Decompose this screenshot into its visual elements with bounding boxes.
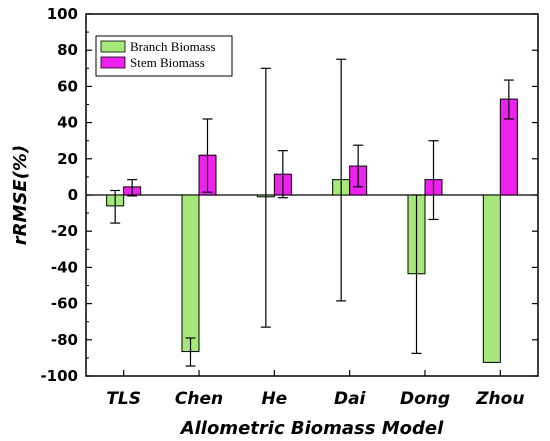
y-tick-label: -60	[51, 295, 78, 313]
y-tick-label: 20	[57, 150, 78, 168]
bar-branch-zhou	[482, 194, 501, 363]
y-tick-label: -20	[51, 222, 78, 240]
y-tick-label: 60	[57, 77, 78, 95]
y-tick-label: 40	[57, 114, 78, 132]
bar-branch-chen	[181, 194, 200, 353]
legend-swatch-branch	[100, 40, 126, 53]
x-tick-label-dai: Dai	[334, 389, 367, 409]
x-tick-label-zhou: Zhou	[475, 389, 524, 409]
y-tick-label: 80	[57, 41, 78, 59]
y-axis-title: rRMSE(%)	[10, 145, 31, 245]
legend-label-stem: Stem Biomass	[130, 55, 205, 70]
legend-swatch-stem	[100, 56, 126, 69]
y-tick-label: -100	[40, 367, 78, 385]
axes: 100 80 60 40 20 0 -20 -40 -60 -80 -100 TLS Chen He Dai…	[40, 5, 539, 409]
legend-label-branch: Branch Biomass	[130, 39, 216, 54]
x-tick-label-chen: Chen	[175, 389, 223, 409]
x-tick-label-tls: TLS	[106, 389, 141, 409]
x-tick-label-he: He	[261, 389, 287, 409]
x-axis-title: Allometric Biomass Model	[179, 418, 444, 439]
y-tick-label: 0	[68, 186, 78, 204]
y-tick-label: -40	[51, 258, 78, 276]
plot-area	[86, 58, 538, 367]
y-tick-label: 100	[47, 5, 78, 23]
x-tick-label-dong: Dong	[400, 389, 450, 409]
y-tick-label: -80	[51, 331, 78, 349]
